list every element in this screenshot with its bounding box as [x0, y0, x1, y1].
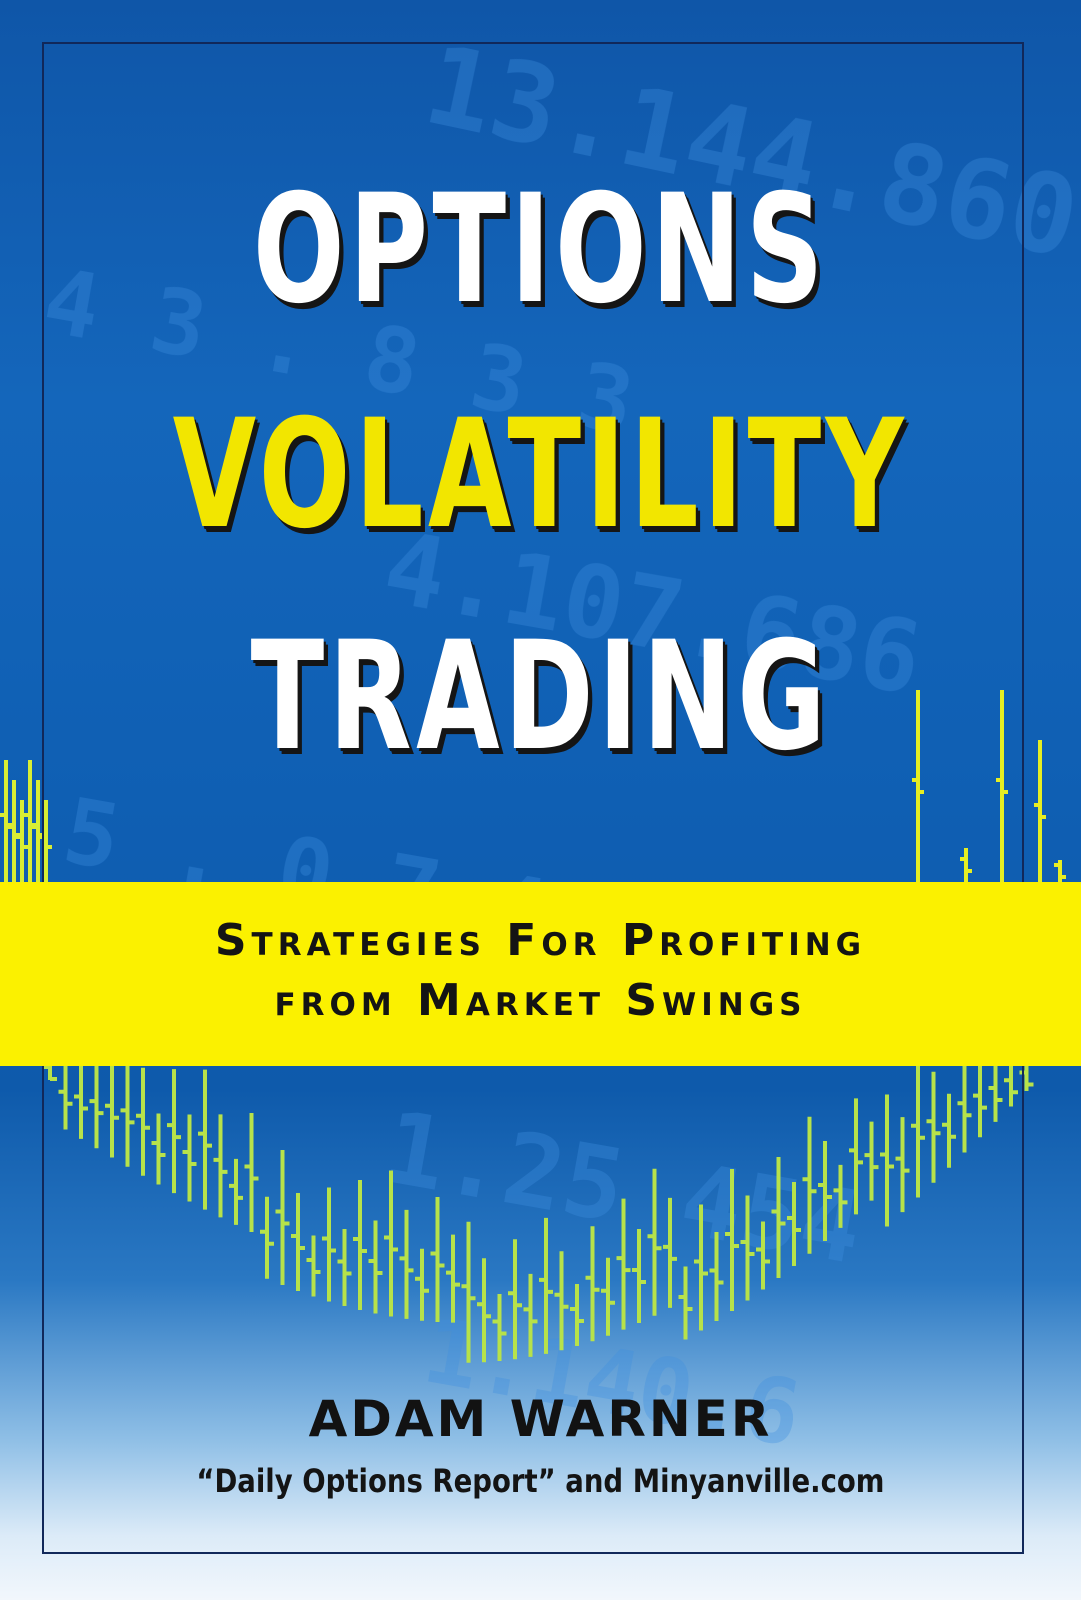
- author-name: ADAM WARNER: [308, 1390, 773, 1448]
- price-bars-top-left: [0, 760, 52, 882]
- author-affiliation: “Daily Options Report” and Minyanville.c…: [196, 1462, 885, 1500]
- price-bars-bottom: [43, 1065, 1034, 1363]
- price-bars-top-right: [912, 690, 1066, 882]
- title-line-3: TRADING: [250, 610, 831, 784]
- title-line-2: VOLATILITY: [172, 388, 909, 562]
- title-line-1: OPTIONS: [252, 163, 828, 337]
- subtitle-line-2: from Market Swings: [274, 975, 807, 1026]
- subtitle-line-1: Strategies For Profiting: [214, 915, 867, 966]
- cover-frame: [42, 42, 1024, 1554]
- subtitle-band: [0, 882, 1081, 1066]
